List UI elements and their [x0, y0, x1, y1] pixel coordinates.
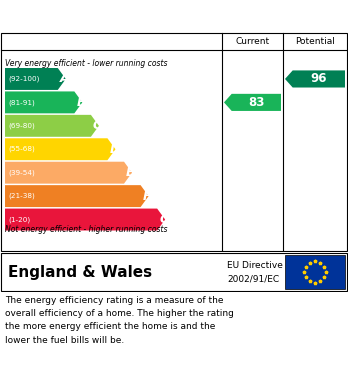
- Text: (1-20): (1-20): [8, 216, 30, 223]
- Text: Energy Efficiency Rating: Energy Efficiency Rating: [10, 9, 220, 23]
- Text: (55-68): (55-68): [8, 146, 35, 152]
- Text: The energy efficiency rating is a measure of the
overall efficiency of a home. T: The energy efficiency rating is a measur…: [5, 296, 234, 344]
- Text: (92-100): (92-100): [8, 76, 39, 82]
- Text: C: C: [93, 119, 102, 132]
- Bar: [285, 255, 345, 289]
- Polygon shape: [5, 162, 132, 184]
- Polygon shape: [5, 138, 116, 160]
- Polygon shape: [5, 68, 66, 90]
- Polygon shape: [5, 115, 99, 137]
- Text: 96: 96: [311, 72, 327, 86]
- Text: Very energy efficient - lower running costs: Very energy efficient - lower running co…: [5, 59, 167, 68]
- Text: D: D: [110, 143, 120, 156]
- Text: A: A: [60, 72, 69, 86]
- Text: (81-91): (81-91): [8, 99, 35, 106]
- Text: F: F: [143, 190, 151, 203]
- Polygon shape: [5, 91, 82, 113]
- Text: England & Wales: England & Wales: [8, 264, 152, 280]
- Text: 83: 83: [248, 96, 265, 109]
- Text: (21-38): (21-38): [8, 193, 35, 199]
- Text: (39-54): (39-54): [8, 169, 35, 176]
- Text: Not energy efficient - higher running costs: Not energy efficient - higher running co…: [5, 225, 167, 234]
- Text: Current: Current: [236, 36, 270, 45]
- Polygon shape: [5, 208, 165, 231]
- Text: B: B: [76, 96, 86, 109]
- Text: (69-80): (69-80): [8, 122, 35, 129]
- Text: G: G: [159, 213, 169, 226]
- Text: E: E: [126, 166, 135, 179]
- Polygon shape: [285, 70, 345, 88]
- Text: 2002/91/EC: 2002/91/EC: [227, 275, 279, 284]
- Polygon shape: [224, 94, 281, 111]
- Text: Potential: Potential: [295, 36, 335, 45]
- Text: EU Directive: EU Directive: [227, 262, 283, 271]
- Polygon shape: [5, 185, 149, 207]
